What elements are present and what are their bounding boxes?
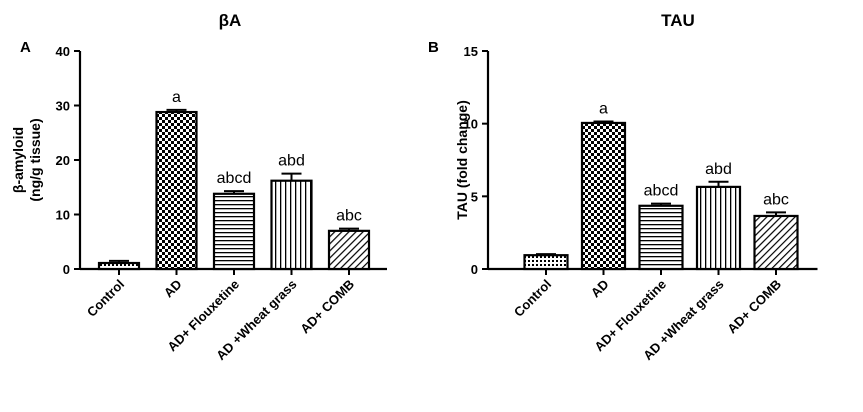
chart-a-ylabel-line2: (ng/g tissue) [27, 118, 43, 201]
chart-a-panel-letter: A [20, 39, 31, 56]
chart-a-bar [155, 110, 198, 271]
chart-a-x-tick-label: Control [84, 277, 127, 320]
chart-a-significance-label: a [172, 89, 181, 106]
chart-a-significance-label: abc [336, 208, 362, 225]
chart-b-y-tick-label: 5 [471, 189, 478, 204]
chart-a-significance-label: abcd [217, 170, 252, 187]
chart-a-y-tick-label: 40 [56, 44, 70, 59]
chart-b-bar [638, 204, 684, 271]
chart-b-significance-label: abc [763, 191, 789, 208]
chart-a-ylabel-line1: β-amyloid [10, 127, 26, 193]
chart-b-significance-label: abd [705, 161, 732, 178]
chart-a-y-tick-label: 0 [63, 262, 70, 277]
chart-b-x-tick-label: Control [511, 277, 554, 320]
chart-a-bar [212, 192, 256, 271]
chart-a-x-tick-label: AD [161, 277, 185, 301]
chart-b-y-tick-label: 10 [464, 117, 478, 132]
chart-b-significance-label: abcd [644, 183, 679, 200]
chart-b-panel-letter: B [428, 39, 439, 56]
chart-a-bar [270, 179, 313, 271]
chart-b-bar [580, 121, 627, 271]
chart-a-significance-label: abd [278, 153, 305, 170]
chart-b-title: TAU [661, 11, 695, 30]
chart-a-bar [327, 229, 371, 271]
chart-b-x-tick-label: AD [588, 277, 612, 301]
chart-b-significance-label: a [599, 100, 608, 117]
chart-b-bar [753, 214, 799, 271]
chart-b-bar [695, 185, 742, 271]
chart-a-y-tick-label: 10 [56, 208, 70, 223]
chart-b-y-tick-label: 15 [464, 44, 478, 59]
chart-a-x-tick-label: AD+ COMB [297, 277, 357, 337]
chart-a-y-tick-label: 30 [56, 99, 70, 114]
chart-a-y-tick-label: 20 [56, 153, 70, 168]
chart-b-y-tick-label: 0 [471, 262, 478, 277]
chart-b-bar [523, 254, 569, 271]
chart-b-x-tick-label: AD+ COMB [724, 277, 784, 337]
chart-b-ylabel: TAU (fold change) [454, 100, 470, 220]
chart-a-title: βA [219, 11, 242, 30]
chart-a-bar [97, 261, 141, 271]
